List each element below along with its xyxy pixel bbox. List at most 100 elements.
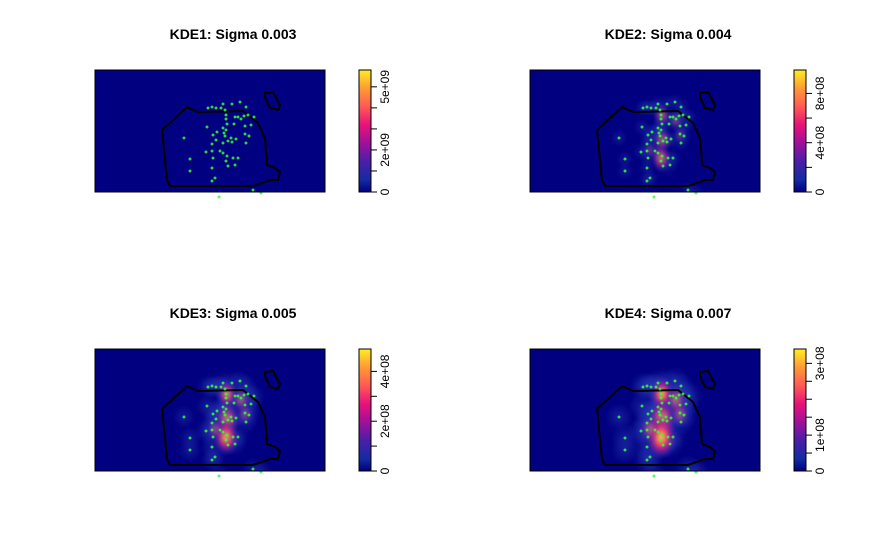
point-marker xyxy=(231,435,235,439)
point-marker xyxy=(645,421,649,425)
point-marker xyxy=(661,418,665,422)
point-marker xyxy=(246,113,250,117)
panel-kde4: 0 1e+08 3e+08 xyxy=(529,346,827,478)
point-marker xyxy=(674,396,678,400)
point-marker xyxy=(665,381,669,385)
point-marker xyxy=(247,413,251,417)
point-marker xyxy=(231,156,235,160)
point-marker xyxy=(210,384,214,388)
point-marker xyxy=(654,385,658,389)
point-marker xyxy=(242,114,246,118)
point-marker xyxy=(243,124,247,128)
point-marker xyxy=(210,105,214,109)
point-marker xyxy=(221,102,225,106)
point-marker xyxy=(679,384,683,388)
point-marker xyxy=(666,156,670,160)
panel-title-kde3: KDE3: Sigma 0.005 xyxy=(170,305,297,321)
point-marker xyxy=(665,102,669,106)
point-marker xyxy=(211,435,215,439)
point-marker xyxy=(221,126,225,130)
point-marker xyxy=(232,122,236,126)
point-marker xyxy=(684,123,688,127)
point-marker xyxy=(661,164,665,168)
point-marker xyxy=(210,445,214,449)
point-marker xyxy=(242,393,246,397)
point-marker xyxy=(249,402,253,406)
point-marker xyxy=(649,385,653,389)
point-marker xyxy=(673,100,677,104)
colorbar-tick-label: 0 xyxy=(378,467,392,474)
panel-kde3: 0 2e+08 4e+08 xyxy=(94,348,392,478)
point-marker xyxy=(247,134,251,138)
point-marker xyxy=(233,115,237,119)
point-marker xyxy=(234,137,238,141)
point-marker xyxy=(211,156,215,160)
point-marker xyxy=(244,384,248,388)
point-marker xyxy=(224,113,228,117)
point-marker xyxy=(645,105,649,109)
point-marker xyxy=(671,394,675,398)
point-marker xyxy=(214,385,218,389)
point-marker xyxy=(225,401,229,405)
point-marker xyxy=(230,102,234,106)
point-marker xyxy=(656,430,660,434)
point-marker xyxy=(645,179,649,183)
point-marker xyxy=(251,467,255,471)
island-boundary xyxy=(264,90,282,112)
island-boundary xyxy=(699,90,717,112)
point-marker xyxy=(239,117,243,121)
point-marker xyxy=(671,115,675,119)
island-boundary xyxy=(264,369,282,391)
panel-title-kde1: KDE1: Sigma 0.003 xyxy=(170,26,297,42)
city-boundary xyxy=(595,384,717,466)
point-marker xyxy=(653,428,657,432)
point-marker xyxy=(645,166,649,170)
point-marker xyxy=(679,141,683,145)
point-marker xyxy=(650,409,654,413)
point-marker xyxy=(218,428,222,432)
point-marker xyxy=(205,404,209,408)
point-marker xyxy=(617,136,621,140)
panel-title-kde4: KDE4: Sigma 0.007 xyxy=(605,305,732,321)
point-marker xyxy=(661,443,665,447)
point-marker xyxy=(236,394,240,398)
colorbar-gradient xyxy=(793,69,807,193)
point-marker xyxy=(210,142,214,146)
colorbar: 0 2e+09 5e+09 xyxy=(358,69,392,195)
point-marker xyxy=(645,428,649,432)
point-marker xyxy=(623,436,627,440)
point-marker xyxy=(204,150,208,154)
point-marker xyxy=(223,108,227,112)
point-marker xyxy=(233,442,237,446)
colorbar-tick-label: 4e+08 xyxy=(813,126,827,160)
point-marker xyxy=(658,134,662,138)
point-marker xyxy=(648,455,652,459)
point-marker xyxy=(686,467,690,471)
point-marker xyxy=(682,134,686,138)
point-marker xyxy=(224,128,228,132)
point-marker xyxy=(252,115,256,119)
city-boundary xyxy=(160,105,282,187)
point-marker xyxy=(678,132,682,136)
point-marker xyxy=(660,122,664,126)
point-marker xyxy=(664,415,668,419)
island-boundary xyxy=(699,369,717,391)
point-marker xyxy=(686,188,690,192)
point-marker xyxy=(656,405,660,409)
point-marker xyxy=(206,385,210,389)
point-marker xyxy=(668,394,672,398)
point-marker xyxy=(658,108,662,112)
point-marker xyxy=(188,157,192,161)
point-marker xyxy=(660,154,664,158)
point-marker xyxy=(639,429,643,433)
point-marker xyxy=(213,176,217,180)
point-marker xyxy=(659,392,663,396)
point-marker xyxy=(243,403,247,407)
point-marker xyxy=(652,474,656,478)
point-marker xyxy=(236,435,240,439)
point-marker xyxy=(214,417,218,421)
point-marker xyxy=(674,117,678,121)
point-marker xyxy=(226,443,230,447)
point-marker xyxy=(243,132,247,136)
point-marker xyxy=(677,393,681,397)
